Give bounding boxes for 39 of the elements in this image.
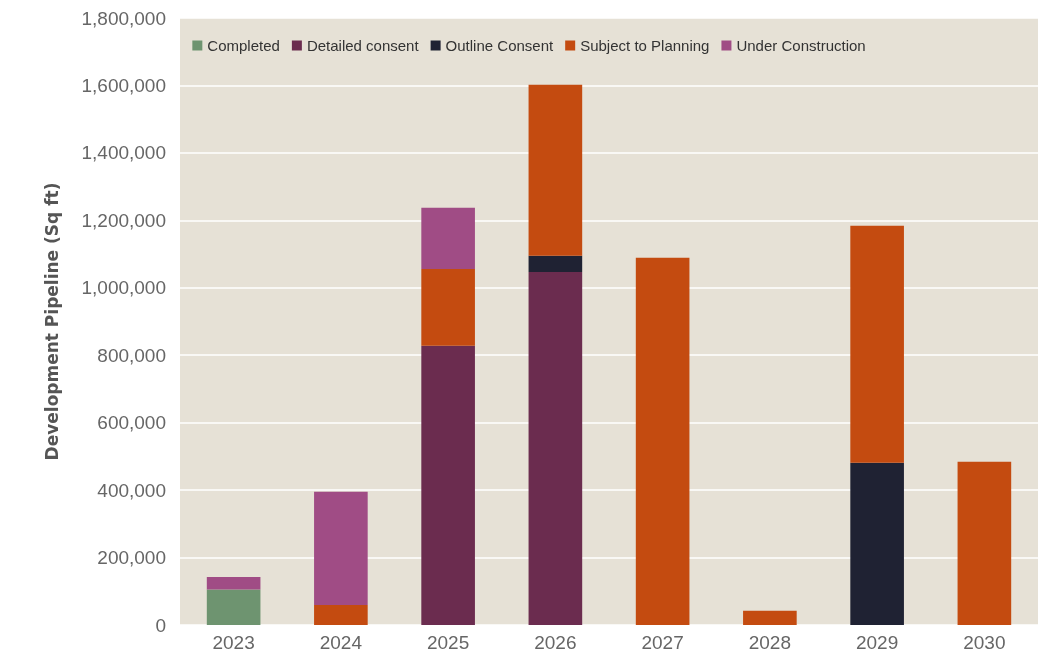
y-axis-title: Development Pipeline (Sq ft) xyxy=(41,182,62,461)
bar xyxy=(957,461,1012,625)
y-tick-label: 1,800,000 xyxy=(81,7,166,29)
y-tick-label: 400,000 xyxy=(97,479,166,501)
bar xyxy=(314,605,368,625)
bar xyxy=(850,462,904,625)
bar xyxy=(743,610,797,625)
y-tick-label: 1,200,000 xyxy=(81,209,166,231)
x-tick-label: 2030 xyxy=(963,632,1006,653)
y-tick-label: 600,000 xyxy=(97,412,166,434)
legend-label: Outline Consent xyxy=(445,37,555,54)
bar xyxy=(421,345,475,625)
x-tick-label: 2026 xyxy=(534,632,577,653)
legend-label: Detailed consent xyxy=(306,37,420,54)
bar xyxy=(528,255,583,272)
y-tick-label: 200,000 xyxy=(97,547,166,569)
bar xyxy=(206,577,261,590)
x-tick-label: 2029 xyxy=(855,632,899,653)
bar xyxy=(528,271,583,625)
y-tick-label: 1,000,000 xyxy=(81,277,166,299)
x-tick-label: 2027 xyxy=(641,632,684,653)
y-tick-label: 800,000 xyxy=(97,344,166,366)
y-tick-label: 1,600,000 xyxy=(81,74,166,96)
bar xyxy=(421,268,475,346)
bar xyxy=(206,589,261,625)
bar xyxy=(528,84,583,256)
x-tick-label: 2024 xyxy=(319,632,363,653)
y-tick-label: 0 xyxy=(155,614,166,636)
y-tick-label: 1,400,000 xyxy=(81,142,166,164)
bar xyxy=(635,257,690,625)
x-tick-label: 2023 xyxy=(212,632,255,653)
bar xyxy=(850,225,904,463)
legend-label: Under Construction xyxy=(736,37,866,54)
bar xyxy=(421,207,475,269)
legend-label: Completed xyxy=(207,37,280,54)
legend-label: Subject to Planning xyxy=(580,37,710,54)
bar xyxy=(314,491,368,606)
x-tick-label: 2028 xyxy=(748,632,792,653)
x-tick-label: 2025 xyxy=(426,632,470,653)
